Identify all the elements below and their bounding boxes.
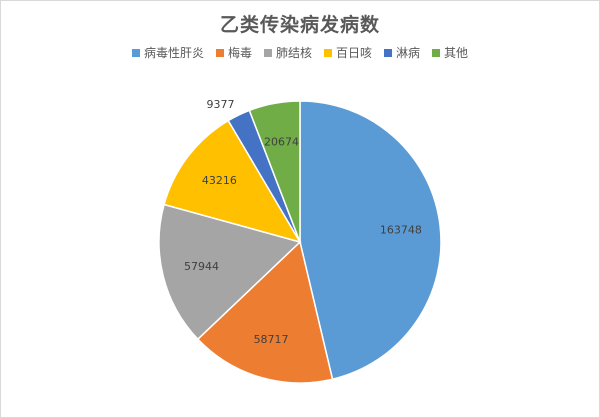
data-label: 43216	[202, 174, 237, 187]
legend-item[interactable]: 病毒性肝炎	[131, 44, 204, 61]
pie-slice[interactable]	[299, 100, 442, 381]
legend-label: 梅毒	[227, 46, 252, 60]
legend-swatch	[324, 48, 332, 57]
legend-swatch	[432, 48, 441, 57]
chart-title: 乙类传染病发病数	[219, 14, 380, 36]
legend-swatch	[131, 48, 140, 57]
legend-label: 其他	[444, 46, 469, 60]
data-label: 20674	[264, 136, 299, 149]
legend-item[interactable]: 百日咳	[324, 44, 372, 61]
pie-slice[interactable]	[248, 100, 301, 243]
legend-swatch	[384, 48, 393, 57]
data-label: 163748	[380, 224, 422, 237]
legend-label: 淋病	[396, 46, 421, 60]
legend-label: 病毒性肝炎	[143, 46, 204, 60]
data-label: 58717	[254, 333, 289, 346]
legend-item[interactable]: 肺结核	[263, 44, 312, 61]
legend-label: 肺结核	[275, 46, 312, 60]
legend-item[interactable]: 淋病	[384, 44, 420, 61]
pie-slice[interactable]	[163, 119, 302, 244]
legend-item[interactable]: 梅毒	[215, 44, 252, 61]
legend-swatch	[215, 48, 224, 57]
legend-swatch	[263, 48, 272, 57]
data-label: 57944	[184, 260, 219, 273]
data-label: 9377	[207, 98, 235, 111]
chart-legend: 病毒性肝炎 梅毒 肺结核 百日咳 淋病 其他	[0, 44, 600, 61]
pie-slice[interactable]	[158, 203, 302, 341]
legend-item[interactable]: 其他	[432, 44, 468, 61]
pie-slice[interactable]	[196, 240, 334, 384]
legend-label: 百日咳	[336, 46, 373, 60]
